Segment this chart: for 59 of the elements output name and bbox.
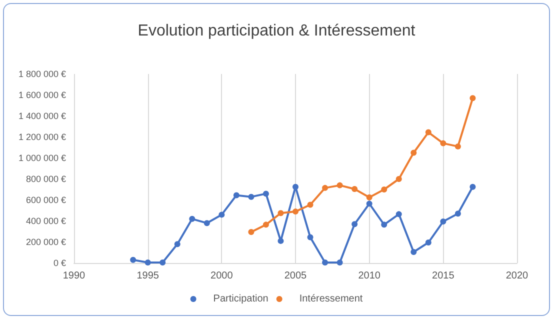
point bbox=[410, 150, 417, 156]
point bbox=[307, 234, 314, 240]
point bbox=[292, 184, 298, 190]
y-tick-label: 600 000 € bbox=[26, 195, 66, 205]
point bbox=[366, 194, 372, 200]
y-tick-label: 200 000 € bbox=[26, 237, 66, 247]
point bbox=[233, 192, 240, 198]
point bbox=[381, 222, 388, 228]
point bbox=[262, 190, 269, 197]
x-tick-label: 2005 bbox=[284, 270, 308, 282]
y-tick-label: 1 600 000 € bbox=[18, 90, 66, 100]
x-tick-label: 1995 bbox=[136, 270, 160, 282]
x-tick-label: 2015 bbox=[432, 270, 455, 282]
point bbox=[396, 211, 402, 218]
y-tick-label: 1 200 000 € bbox=[18, 132, 66, 142]
point bbox=[381, 186, 388, 192]
point bbox=[174, 241, 180, 248]
chart-title: Evolution participation & Intéressement bbox=[138, 22, 416, 40]
point bbox=[278, 210, 284, 216]
y-tick-label: 1 400 000 € bbox=[18, 111, 66, 121]
y-tick-label: 1 800 000 € bbox=[18, 69, 66, 79]
point bbox=[218, 212, 225, 218]
point bbox=[454, 210, 461, 217]
legend-label: Participation bbox=[213, 294, 268, 304]
y-tick-label: 1 000 000 € bbox=[18, 153, 66, 163]
point bbox=[262, 222, 269, 228]
point bbox=[454, 143, 461, 150]
point bbox=[366, 200, 372, 207]
point bbox=[425, 240, 432, 246]
point bbox=[248, 194, 254, 200]
x-tick-label: 2010 bbox=[358, 270, 381, 282]
legend-label: Intéressement bbox=[299, 294, 363, 304]
point bbox=[292, 208, 298, 215]
point bbox=[336, 182, 343, 188]
point bbox=[470, 95, 476, 102]
y-tick-label: 400 000 € bbox=[26, 216, 66, 226]
point bbox=[322, 259, 328, 266]
point bbox=[160, 259, 166, 266]
point bbox=[204, 220, 210, 226]
x-tick-label: 2000 bbox=[210, 270, 234, 282]
point bbox=[440, 140, 446, 146]
point bbox=[425, 129, 432, 136]
point bbox=[307, 202, 314, 208]
point bbox=[248, 229, 254, 236]
x-tick-label: 2020 bbox=[506, 270, 529, 282]
point bbox=[410, 248, 417, 255]
point bbox=[352, 221, 358, 228]
y-tick-label: 0 € bbox=[53, 258, 66, 268]
point bbox=[130, 256, 136, 263]
point bbox=[322, 184, 328, 191]
point bbox=[396, 176, 402, 182]
point bbox=[470, 184, 476, 190]
point bbox=[440, 218, 446, 225]
point bbox=[352, 186, 358, 192]
point bbox=[144, 259, 151, 266]
y-tick-label: 800 000 € bbox=[26, 174, 66, 184]
x-tick-label: 1990 bbox=[62, 270, 86, 282]
point bbox=[189, 216, 196, 222]
point bbox=[336, 259, 343, 266]
